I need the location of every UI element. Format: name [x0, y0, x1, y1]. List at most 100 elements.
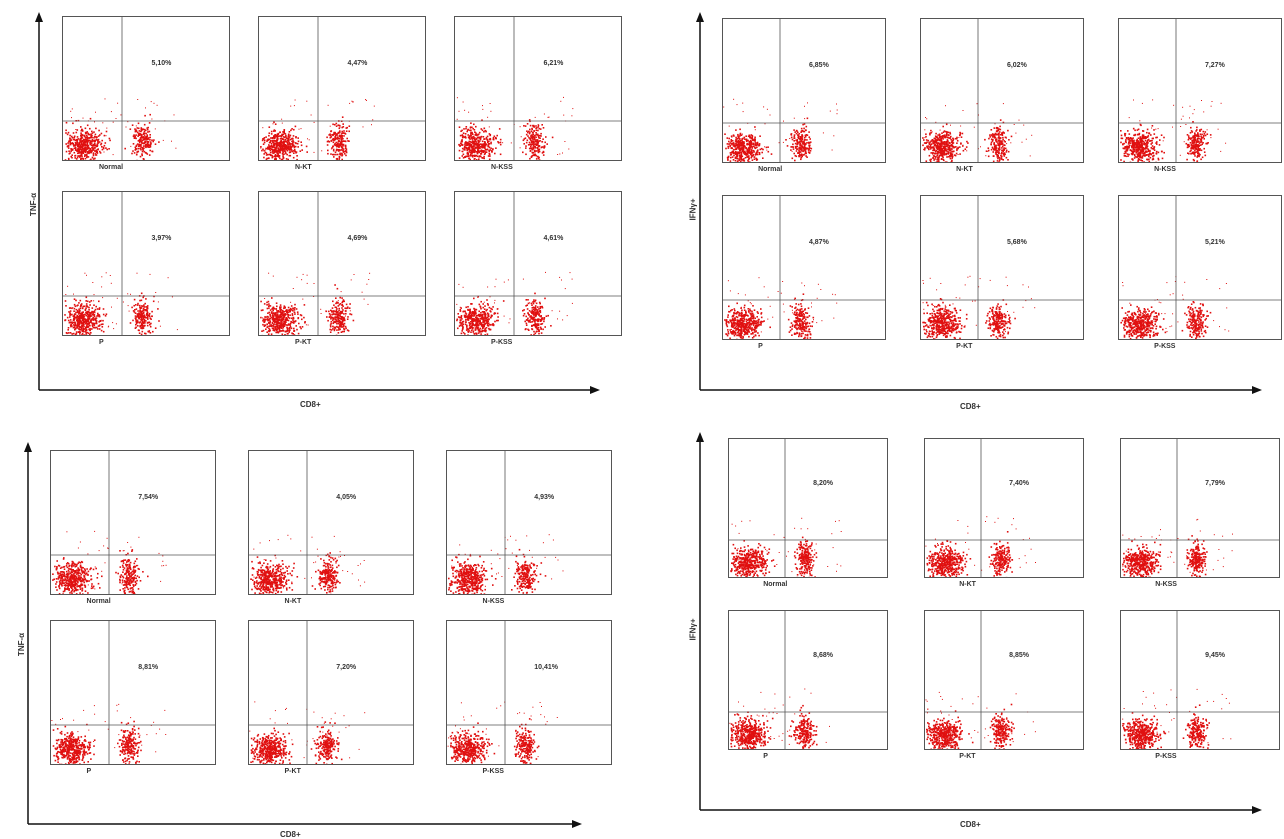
cell-dot — [117, 298, 118, 299]
cell-dot — [265, 319, 267, 321]
cell-dot — [87, 332, 89, 334]
cell-dot — [112, 322, 113, 323]
cell-dot — [479, 132, 481, 134]
cell-dot — [808, 131, 810, 133]
cell-dot — [294, 149, 296, 151]
cell-dot — [67, 329, 69, 331]
cell-dot — [134, 299, 136, 301]
cell-dot — [563, 97, 564, 98]
cell-dot — [296, 155, 298, 157]
cell-dot — [366, 100, 367, 101]
cell-dot — [535, 137, 537, 139]
cell-dot — [150, 318, 152, 320]
cell-dot — [790, 146, 792, 148]
cell-dot — [482, 324, 484, 326]
cell-dot — [484, 302, 485, 303]
cell-dot — [78, 313, 80, 315]
cell-dot — [535, 132, 537, 134]
cell-dot — [336, 329, 338, 331]
cell-dot — [272, 325, 274, 327]
cell-dot — [531, 325, 533, 327]
cell-dot — [142, 137, 144, 139]
cell-dot — [272, 313, 274, 315]
cell-dot — [100, 144, 102, 146]
cell-dot — [363, 126, 364, 127]
cell-dot — [69, 139, 70, 140]
cell-dot — [471, 303, 473, 305]
cell-dot — [262, 317, 263, 318]
cell-dot — [482, 315, 484, 317]
cell-dot — [278, 321, 280, 323]
cell-dot — [78, 144, 80, 146]
cell-dot — [764, 146, 765, 147]
cell-dot — [533, 137, 534, 138]
cell-dot — [756, 147, 758, 149]
cell-dot — [934, 162, 936, 163]
cell-dot — [461, 315, 463, 317]
cell-dot — [341, 135, 343, 137]
cell-dot — [273, 308, 275, 310]
cell-dot — [733, 155, 735, 157]
cell-dot — [335, 306, 337, 308]
cell-dot — [743, 152, 744, 153]
cell-dot — [482, 160, 484, 161]
cell-dot — [93, 131, 95, 133]
cell-dot — [484, 323, 486, 325]
cell-dot — [338, 308, 340, 310]
cell-dot — [278, 160, 280, 161]
cell-dot — [296, 329, 298, 331]
cell-dot — [785, 139, 787, 141]
cell-dot — [147, 312, 149, 314]
cell-dot — [926, 160, 928, 162]
cell-dot — [93, 137, 95, 139]
cell-dot — [260, 317, 262, 319]
cell-dot — [332, 323, 334, 325]
cell-dot — [307, 283, 308, 284]
cell-dot — [496, 135, 498, 137]
cell-dot — [148, 141, 150, 143]
cell-dot — [95, 312, 96, 313]
cell-dot — [260, 301, 262, 303]
dot-cloud — [64, 272, 178, 336]
cell-dot — [327, 150, 329, 152]
cell-dot — [130, 294, 131, 295]
cell-dot — [568, 149, 569, 150]
cell-dot — [104, 145, 106, 147]
cell-dot — [299, 326, 301, 328]
cell-dot — [336, 145, 338, 147]
cell-dot — [537, 321, 539, 323]
cell-dot — [939, 146, 941, 148]
cell-dot — [527, 318, 529, 320]
cell-dot — [731, 143, 733, 145]
cell-dot — [108, 148, 110, 150]
cell-dot — [479, 140, 481, 142]
cell-dot — [88, 316, 90, 318]
cell-dot — [338, 323, 340, 325]
cell-dot — [79, 310, 81, 312]
cell-dot — [74, 298, 76, 300]
cell-dot — [467, 129, 469, 131]
cell-dot — [78, 321, 80, 323]
cell-dot — [141, 160, 143, 161]
cell-dot — [766, 147, 768, 149]
cell-dot — [67, 142, 69, 144]
cell-dot — [474, 308, 476, 310]
cell-dot — [151, 311, 153, 313]
cell-dot — [739, 144, 741, 146]
cell-dot — [810, 150, 812, 152]
cell-dot — [288, 307, 290, 309]
cell-dot — [272, 322, 274, 324]
cell-dot — [95, 134, 97, 136]
cell-dot — [281, 134, 283, 136]
cell-dot — [69, 321, 71, 323]
cell-dot — [459, 157, 461, 159]
cell-dot — [796, 130, 798, 132]
cell-dot — [288, 138, 290, 140]
cell-dot — [285, 334, 287, 336]
quadrant-percentage: 5,10% — [152, 60, 172, 67]
cell-dot — [338, 141, 340, 143]
cell-dot — [484, 153, 486, 155]
cell-dot — [478, 152, 480, 154]
cell-dot — [807, 134, 809, 136]
cell-dot — [139, 322, 141, 324]
